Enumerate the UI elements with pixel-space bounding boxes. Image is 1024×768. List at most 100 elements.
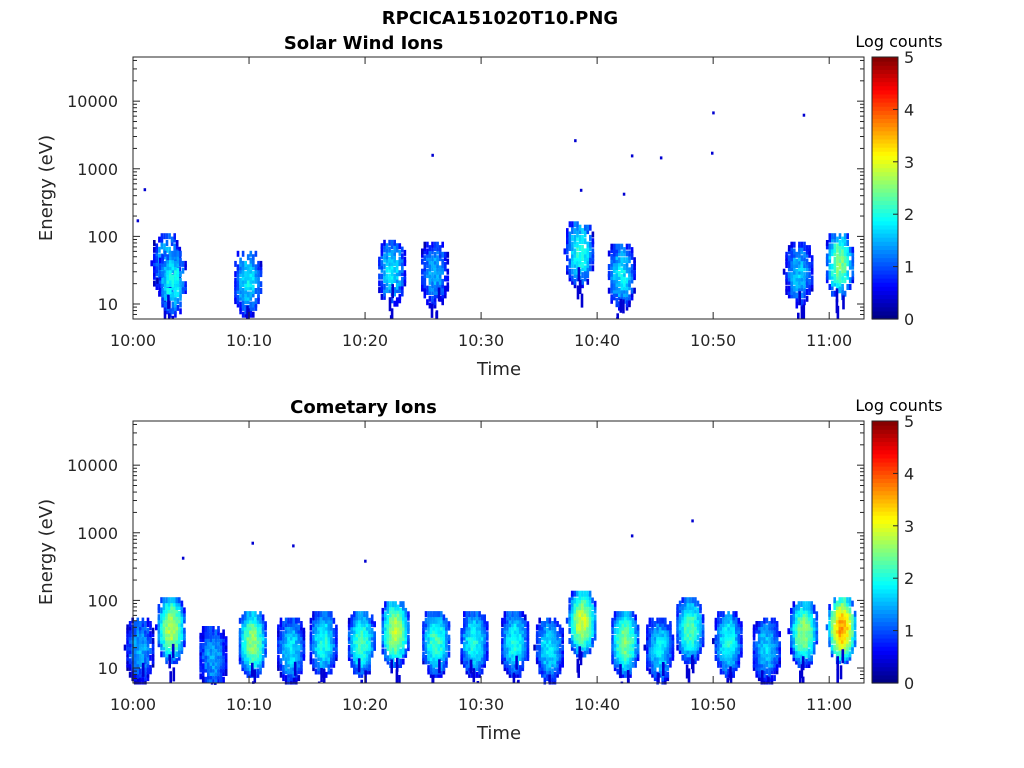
heatmap-cell	[732, 651, 735, 658]
heatmap-cell	[613, 658, 617, 665]
heatmap-cell	[319, 651, 323, 658]
x-tick-label: 10:10	[226, 331, 272, 350]
heatmap-cell	[795, 648, 798, 655]
heatmap-cell	[583, 648, 587, 655]
heatmap-cell	[319, 658, 323, 665]
heatmap-cell	[662, 662, 665, 676]
heatmap-cell	[566, 238, 569, 245]
heatmap-blob	[643, 617, 675, 685]
heatmap-cell	[141, 621, 145, 627]
heatmap-cell	[128, 624, 132, 631]
heatmap-cell	[353, 651, 356, 658]
heatmap-cell	[170, 617, 173, 624]
heatmap-cell	[246, 661, 250, 668]
heatmap-cell	[236, 274, 240, 281]
heatmap-cell	[795, 604, 798, 611]
heatmap-cell	[683, 631, 687, 638]
heatmap-cell	[249, 260, 253, 267]
heatmap-cell	[204, 636, 208, 643]
heatmap-cell	[241, 304, 245, 311]
heatmap-cell	[787, 275, 791, 282]
heatmap-cell	[701, 617, 705, 624]
heatmap-cell	[689, 617, 692, 624]
panel-title: Cometary Ions	[290, 397, 437, 418]
heatmap-cell	[846, 250, 849, 257]
heatmap-cell	[571, 255, 574, 262]
heatmap-cell	[765, 634, 769, 641]
heatmap-cell	[402, 631, 405, 638]
heatmap-cell	[669, 658, 672, 665]
heatmap-cell	[613, 638, 617, 645]
heatmap-cell	[429, 634, 433, 641]
heatmap-cell	[175, 600, 179, 607]
heatmap-cell	[259, 281, 263, 288]
heatmap-cell	[322, 617, 325, 624]
heatmap-cell	[300, 654, 303, 661]
heatmap-cell	[160, 617, 163, 624]
heatmap-cell	[393, 246, 396, 253]
heatmap-cell	[252, 284, 255, 291]
heatmap-cell	[327, 624, 331, 631]
heatmap-cell	[831, 280, 834, 287]
heatmap-cell	[468, 617, 471, 624]
heatmap-cell	[162, 641, 166, 648]
heatmap-cell	[139, 648, 142, 654]
heatmap-cell	[521, 661, 525, 668]
heatmap-cell	[204, 676, 208, 683]
heatmap-cell	[239, 271, 242, 278]
heatmap-cell	[442, 644, 446, 651]
heatmap-cell	[661, 675, 664, 682]
heatmap-cell	[846, 648, 849, 654]
heatmap-cell	[365, 668, 369, 675]
heatmap-cell	[360, 679, 363, 683]
heatmap-cell	[254, 651, 257, 658]
heatmap-cell	[696, 610, 700, 617]
heatmap-cell	[277, 637, 280, 644]
heatmap-cell	[792, 611, 796, 618]
heatmap-cell	[583, 617, 587, 624]
heatmap-cell	[666, 671, 670, 678]
heatmap-cell	[755, 668, 758, 675]
heatmap-cell	[521, 648, 525, 655]
heatmap-cell	[825, 270, 829, 277]
heatmap-cell	[429, 621, 433, 628]
heatmap-cell	[438, 275, 442, 282]
heatmap-cell	[170, 610, 173, 617]
heatmap-cell	[165, 658, 168, 665]
heatmap-cell	[204, 646, 208, 653]
heatmap-cell	[292, 637, 295, 644]
heatmap-cell	[234, 281, 237, 288]
heatmap-cell	[620, 284, 624, 291]
heatmap-cell	[760, 644, 764, 651]
heatmap-cell	[683, 624, 687, 631]
heatmap-cell	[144, 651, 147, 658]
heatmap-cell	[825, 256, 829, 263]
heatmap-cell	[350, 651, 353, 658]
heatmap-cell	[800, 272, 804, 279]
heatmap-cell	[727, 631, 730, 638]
heatmap-cell	[390, 253, 394, 260]
heatmap-cell	[841, 240, 844, 246]
heatmap-cell	[843, 253, 847, 260]
heatmap-cell	[259, 271, 263, 278]
heatmap-cell	[378, 287, 381, 294]
heatmap-cell	[671, 641, 675, 648]
heatmap-cell	[770, 654, 774, 661]
heatmap-cell	[204, 629, 208, 636]
heatmap-cell	[636, 628, 640, 634]
heatmap-cell	[350, 628, 353, 634]
heatmap-cell	[618, 611, 622, 618]
heatmap-cell	[171, 291, 175, 298]
heatmap-cell	[241, 628, 244, 634]
heatmap-cell	[424, 658, 428, 665]
heatmap-cell	[656, 617, 659, 624]
heatmap-cell	[516, 641, 519, 648]
heatmap-cell	[241, 294, 245, 301]
heatmap-cell	[178, 604, 181, 610]
heatmap-cell	[222, 639, 225, 646]
heatmap-cell	[422, 644, 425, 651]
heatmap-cell	[568, 245, 572, 251]
heatmap-cell	[518, 634, 522, 641]
heatmap-cell	[666, 654, 670, 661]
heatmap-cell	[808, 285, 811, 292]
